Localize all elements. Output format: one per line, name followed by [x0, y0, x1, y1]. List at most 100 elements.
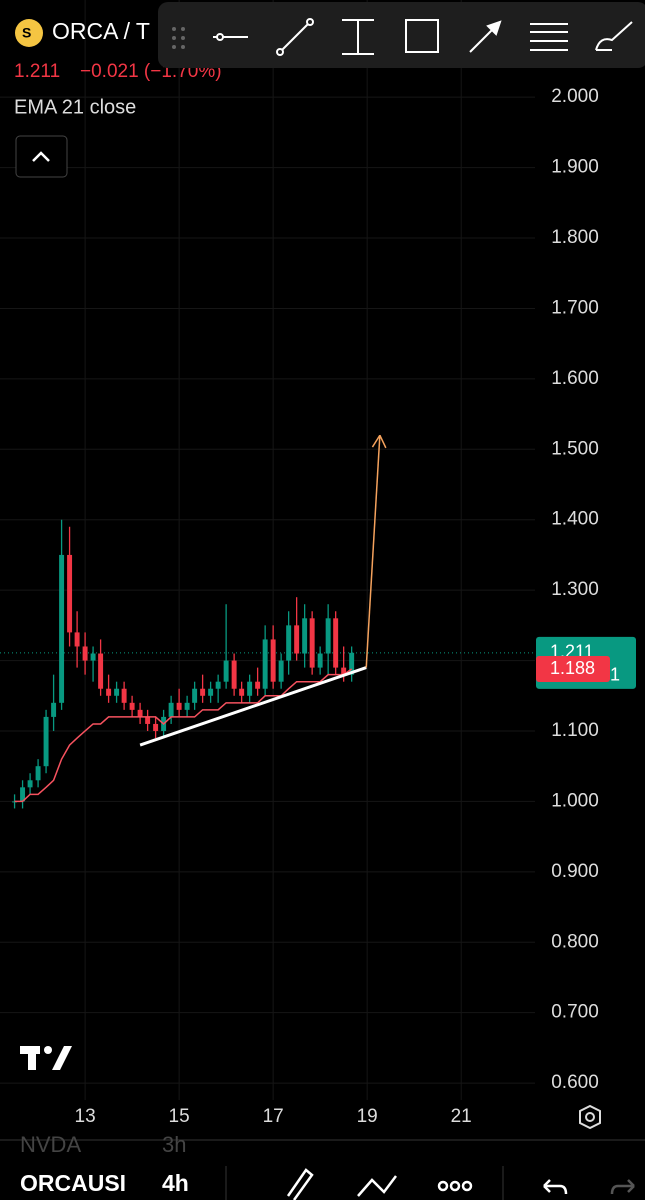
candle-body: [278, 660, 284, 682]
candle-body: [302, 618, 308, 654]
y-tick-label: 0.800: [551, 931, 599, 952]
candle-body: [349, 652, 355, 675]
candle-body: [200, 688, 206, 696]
bottom-bar: [0, 1140, 645, 1200]
arrow-head: [371, 434, 381, 448]
candle-body: [153, 723, 159, 731]
candle-body: [98, 653, 104, 689]
candle-body: [90, 653, 96, 661]
settings-icon: [585, 1112, 595, 1122]
indicator-label[interactable]: EMA 21 close: [14, 96, 136, 118]
undo-button[interactable]: [543, 1179, 568, 1195]
candle-body: [286, 625, 292, 661]
rectangle-tool[interactable]: [405, 19, 439, 53]
y-tick-label: 1.300: [551, 579, 599, 600]
x-tick-label: 17: [263, 1106, 284, 1127]
candle-body: [255, 681, 261, 689]
candle-body: [262, 639, 268, 689]
y-tick-label: 0.900: [551, 861, 599, 882]
ema-label: 1.188: [550, 658, 595, 678]
y-tick-label: 1.800: [551, 227, 599, 248]
coin-glyph: S: [22, 25, 31, 41]
candle-body: [114, 688, 120, 696]
drag-handle[interactable]: [172, 27, 185, 49]
brush-tool[interactable]: [595, 21, 633, 51]
indicators-button[interactable]: [357, 1175, 397, 1197]
candle-body: [325, 618, 331, 654]
candle-body: [129, 702, 135, 710]
candle-body: [223, 660, 229, 682]
y-tick-label: 1.700: [551, 297, 599, 318]
candle-body: [333, 618, 339, 668]
candle-body: [145, 716, 151, 724]
candle-body: [51, 702, 57, 717]
candle-body: [231, 660, 237, 689]
ema-line: [14, 668, 353, 803]
candle-body: [12, 801, 18, 803]
fib-tool[interactable]: [530, 23, 568, 51]
y-tick-label: 0.700: [551, 1002, 599, 1023]
x-tick-label: 13: [75, 1106, 96, 1127]
footer-symbol[interactable]: ORCAUSI: [20, 1170, 126, 1196]
candle-body: [192, 688, 198, 703]
chevron-icon: [32, 151, 50, 162]
candle-body: [59, 554, 65, 703]
x-tick-label: 21: [451, 1106, 472, 1127]
candle-body: [82, 646, 88, 661]
horizontal-line-tool[interactable]: [213, 33, 248, 41]
ema-label-box: [536, 656, 610, 683]
ghost-symbol: NVDA: [20, 1132, 81, 1157]
candle-body: [137, 709, 143, 717]
price-range-tool[interactable]: [342, 19, 374, 55]
y-tick-label: 2.000: [551, 86, 599, 107]
y-tick-label: 1.500: [551, 438, 599, 459]
arrow-tool[interactable]: [469, 20, 502, 53]
symbol[interactable]: ORCA / T: [52, 18, 150, 44]
candle-body: [74, 632, 80, 647]
redo-button[interactable]: [610, 1179, 635, 1195]
ghost-interval: 3h: [162, 1132, 186, 1157]
y-tick-label: 1.900: [551, 157, 599, 178]
trend-line-tool[interactable]: [276, 18, 314, 56]
last-price: 1.211: [14, 61, 60, 82]
candle-body: [67, 554, 73, 633]
candle-body: [309, 618, 315, 668]
coin-icon: [15, 19, 43, 47]
candle-body: [317, 653, 323, 668]
trendline: [139, 666, 367, 747]
candle-body: [20, 787, 26, 802]
candle-body: [341, 667, 347, 675]
arrow-head: [379, 434, 387, 449]
candle-body: [35, 766, 41, 781]
candle-body: [208, 688, 214, 696]
candle-body: [247, 681, 253, 696]
draw-button[interactable]: [286, 1168, 314, 1200]
candle-body: [176, 702, 182, 710]
footer-interval[interactable]: 4h: [162, 1170, 189, 1196]
candle-body: [294, 625, 300, 654]
y-tick-label: 1.100: [551, 720, 599, 741]
y-tick-label: 1.600: [551, 368, 599, 389]
candle-body: [270, 639, 276, 682]
candle-body: [121, 688, 127, 703]
collapse-button[interactable]: [15, 135, 68, 178]
drawing-toolbar: [158, 2, 645, 68]
x-tick-label: 15: [169, 1106, 190, 1127]
candle-body: [168, 702, 174, 717]
candle-body: [27, 780, 33, 788]
tradingview-logo: [20, 1046, 72, 1070]
y-tick-label: 1.000: [551, 790, 599, 811]
candle-body: [106, 688, 112, 696]
settings-button[interactable]: [579, 1104, 601, 1130]
candle-body: [215, 681, 221, 689]
y-tick-label: 1.400: [551, 509, 599, 530]
candle-body: [184, 702, 190, 710]
arrow-line: [365, 435, 381, 668]
more-button[interactable]: [437, 1180, 473, 1192]
candle-body: [239, 688, 245, 696]
x-tick-label: 19: [357, 1106, 378, 1127]
y-tick-label: 0.600: [551, 1072, 599, 1093]
